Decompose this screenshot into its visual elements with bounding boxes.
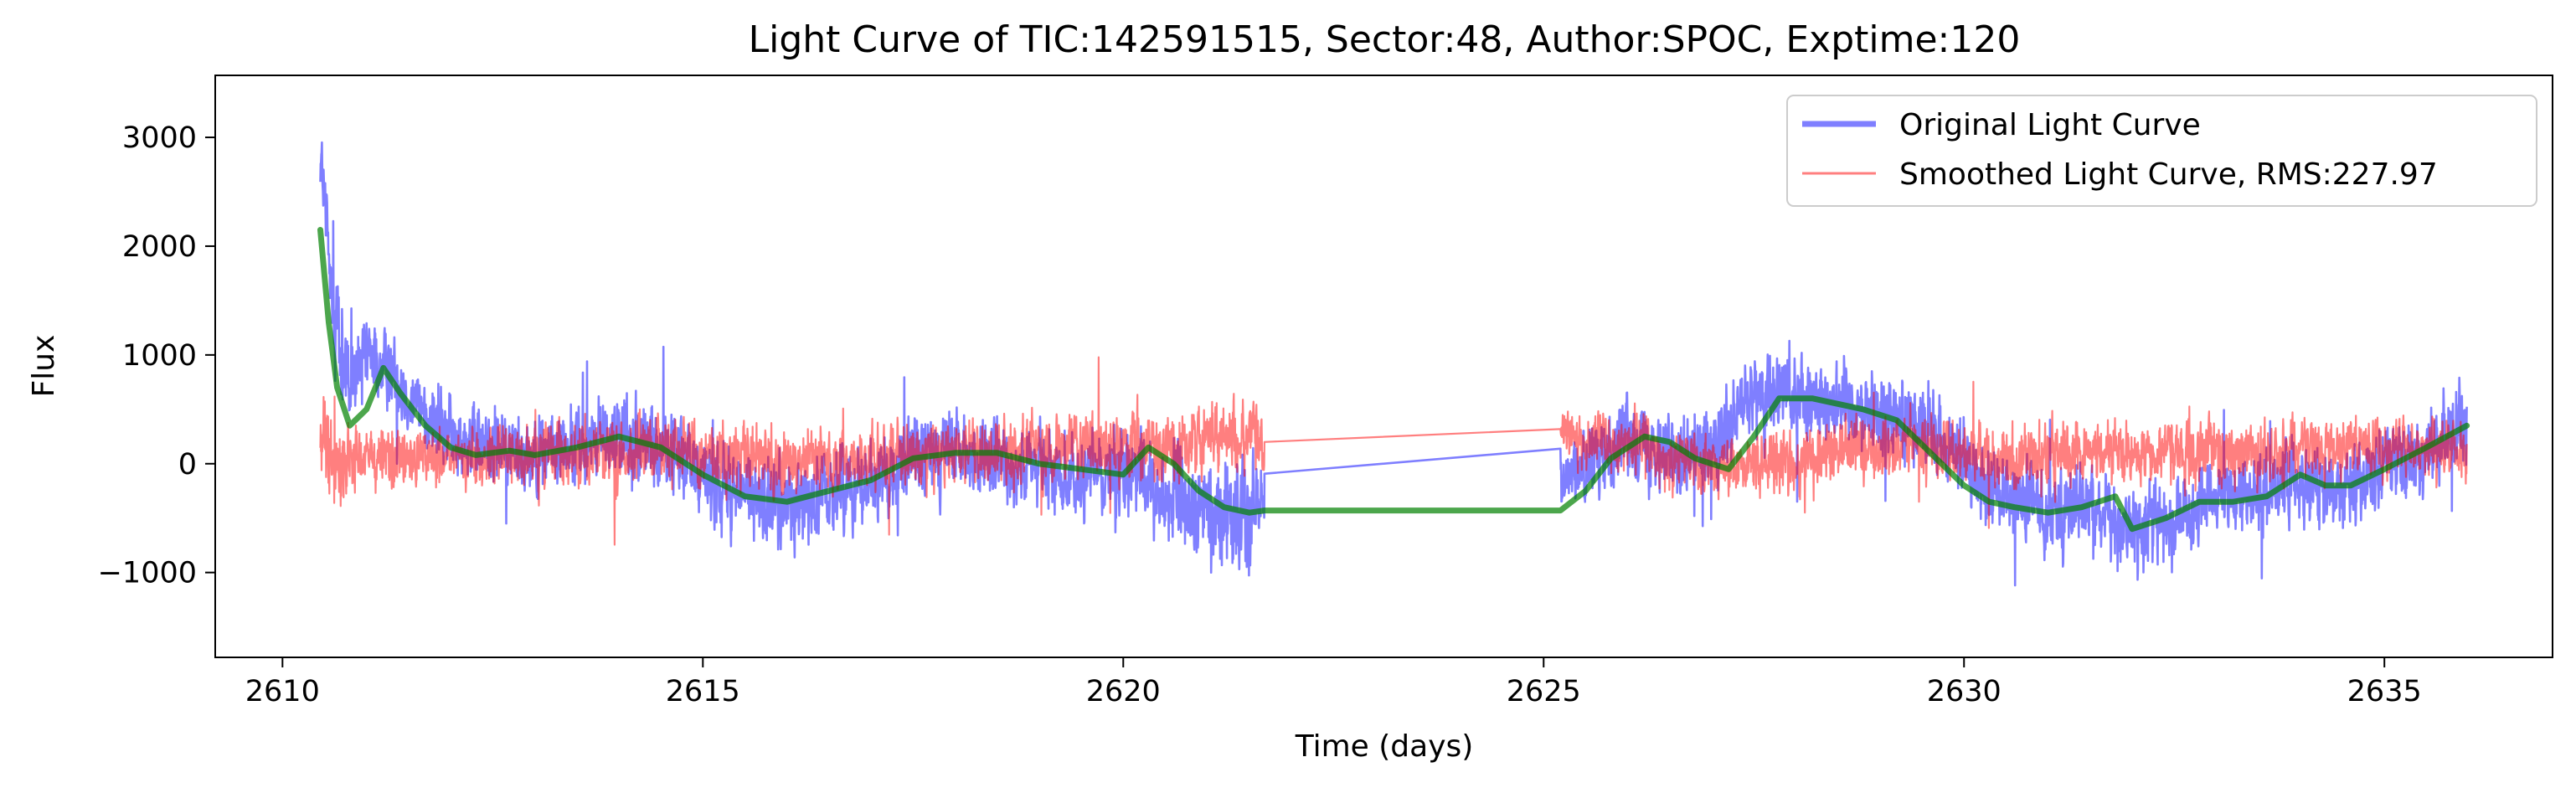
y-axis-label: Flux: [27, 335, 61, 398]
series-layer: [317, 141, 2470, 587]
x-tick-label: 2620: [1086, 675, 1161, 708]
y-axis: −1000 0 1000 2000 3000: [98, 121, 215, 590]
y-tick-label: 0: [178, 448, 197, 482]
y-tick-label: −1000: [98, 557, 197, 590]
y-tick-label: 2000: [122, 230, 197, 264]
x-tick-label: 2630: [1927, 675, 2002, 708]
series-smoothed-light-curve: [319, 356, 2468, 546]
x-axis-label: Time (days): [1295, 729, 1474, 764]
legend-label-original: Original Light Curve: [1899, 108, 2201, 142]
legend-box: [1786, 95, 2537, 207]
y-tick-label: 1000: [122, 339, 197, 373]
x-tick-label: 2610: [245, 675, 320, 708]
legend: Original Light Curve Smoothed Light Curv…: [1786, 95, 2537, 207]
series-trend-line: [317, 227, 2470, 533]
x-tick-label: 2625: [1507, 675, 1581, 708]
chart-title: Light Curve of TIC:142591515, Sector:48,…: [749, 18, 2021, 61]
x-tick-label: 2635: [2347, 675, 2422, 708]
series-original-light-curve: [319, 141, 2468, 587]
plot-frame: [214, 75, 2553, 658]
y-tick-label: 3000: [122, 121, 197, 155]
x-tick-label: 2615: [666, 675, 740, 708]
legend-label-smoothed: Smoothed Light Curve, RMS:227.97: [1899, 157, 2438, 192]
x-axis: 2610 2615 2620 2625 2630 2635: [245, 657, 2422, 708]
